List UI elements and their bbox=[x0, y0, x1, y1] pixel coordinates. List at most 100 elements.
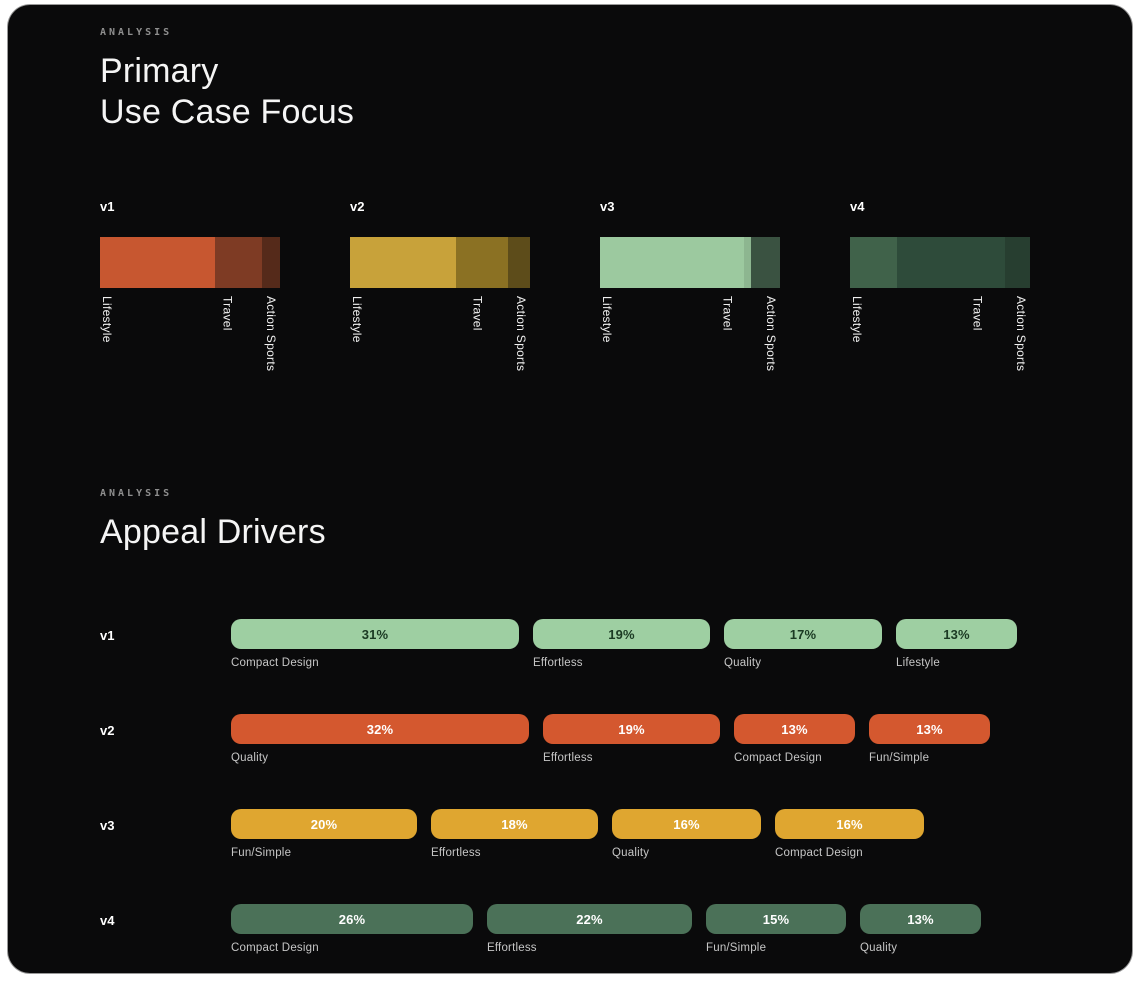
appeal-pills: 26% Compact Design 22% Effortless 15% Fun/Sim… bbox=[231, 904, 981, 954]
bar-segment-travel bbox=[215, 237, 262, 288]
appeal-item-fun-simple: 13% Fun/Simple bbox=[869, 714, 990, 764]
appeal-pill-label: Effortless bbox=[487, 942, 537, 954]
axis-label-travel: Travel bbox=[220, 296, 235, 331]
appeal-row-label: v1 bbox=[100, 628, 115, 643]
use-case-chart-v3: v3 Lifestyle Travel Action Sports bbox=[600, 199, 850, 398]
appeal-item-compact-design: 13% Compact Design bbox=[734, 714, 855, 764]
axis-label-action-sports: Action Sports bbox=[763, 296, 778, 372]
bar-segment-lifestyle bbox=[600, 237, 744, 288]
appeal-pill-label: Compact Design bbox=[231, 942, 319, 954]
appeal-row-v2: v2 32% Quality 19% Effortless 13% Compact Desi… bbox=[100, 714, 1132, 764]
stacked-bar-v3 bbox=[600, 237, 780, 288]
appeal-row-label: v2 bbox=[100, 723, 115, 738]
appeal-item-effortless: 18% Effortless bbox=[431, 809, 598, 859]
appeal-row-v1: v1 31% Compact Design 19% Effortless 17% Quali… bbox=[100, 619, 1132, 669]
axis-label-travel: Travel bbox=[970, 296, 985, 331]
axis-label-action-sports: Action Sports bbox=[263, 296, 278, 372]
appeal-row-v3: v3 20% Fun/Simple 18% Effortless 16% Quality 16… bbox=[100, 809, 1132, 859]
chart-version-label: v3 bbox=[600, 199, 615, 214]
appeal-item-fun-simple: 20% Fun/Simple bbox=[231, 809, 417, 859]
bar-axis-labels: Lifestyle Travel Action Sports bbox=[600, 296, 780, 398]
appeal-pill: 15% bbox=[706, 904, 846, 934]
use-case-charts: v1 Lifestyle Travel Action Sports v2 Lifestyl… bbox=[100, 199, 1132, 398]
bar-segment-lifestyle bbox=[100, 237, 216, 288]
appeal-pill-label: Fun/Simple bbox=[706, 942, 767, 954]
axis-label-action-sports: Action Sports bbox=[513, 296, 528, 372]
appeal-pill-label: Fun/Simple bbox=[231, 847, 292, 859]
use-case-chart-v4: v4 Lifestyle Travel Action Sports bbox=[850, 199, 1100, 398]
axis-label-lifestyle: Lifestyle bbox=[350, 296, 364, 343]
appeal-pill-label: Effortless bbox=[533, 657, 583, 669]
appeal-pill-label: Quality bbox=[724, 657, 762, 669]
appeal-row-label: v4 bbox=[100, 913, 115, 928]
appeal-item-quality: 32% Quality bbox=[231, 714, 529, 764]
appeal-pill: 20% bbox=[231, 809, 417, 839]
chart-version-label: v1 bbox=[100, 199, 115, 214]
axis-label-lifestyle: Lifestyle bbox=[600, 296, 614, 343]
appeal-item-lifestyle: 13% Lifestyle bbox=[896, 619, 1017, 669]
appeal-eyebrow: ANALYSIS bbox=[100, 488, 173, 499]
appeal-pill: 22% bbox=[487, 904, 692, 934]
appeal-pill: 16% bbox=[775, 809, 924, 839]
bar-segment-action-sports bbox=[1004, 237, 1030, 288]
appeal-pill-label: Effortless bbox=[431, 847, 481, 859]
appeal-pill: 18% bbox=[431, 809, 598, 839]
report-canvas: ANALYSIS Primary Use Case Focus v1 Lifest… bbox=[8, 5, 1132, 973]
bar-axis-labels: Lifestyle Travel Action Sports bbox=[850, 296, 1030, 398]
appeal-item-effortless: 19% Effortless bbox=[543, 714, 720, 764]
appeal-pill: 13% bbox=[896, 619, 1017, 649]
appeal-pill-label: Quality bbox=[231, 752, 269, 764]
use-case-title-line1: Primary bbox=[100, 52, 219, 90]
appeal-pill: 13% bbox=[860, 904, 981, 934]
appeal-pill-label: Compact Design bbox=[734, 752, 822, 764]
appeal-pill: 13% bbox=[869, 714, 990, 744]
appeal-pill-label: Quality bbox=[612, 847, 650, 859]
bar-axis-labels: Lifestyle Travel Action Sports bbox=[350, 296, 530, 398]
use-case-title-line2: Use Case Focus bbox=[100, 93, 355, 131]
use-case-chart-v1: v1 Lifestyle Travel Action Sports bbox=[100, 199, 350, 398]
use-case-title: Primary Use Case Focus bbox=[100, 51, 1132, 133]
appeal-pill: 31% bbox=[231, 619, 519, 649]
axis-label-travel: Travel bbox=[720, 296, 735, 331]
bar-axis-labels: Lifestyle Travel Action Sports bbox=[100, 296, 280, 398]
appeal-pill: 26% bbox=[231, 904, 473, 934]
appeal-pill: 17% bbox=[724, 619, 882, 649]
appeal-pill: 32% bbox=[231, 714, 529, 744]
stacked-bar-v1 bbox=[100, 237, 280, 288]
appeal-pills: 32% Quality 19% Effortless 13% Compact Design… bbox=[231, 714, 990, 764]
appeal-item-effortless: 22% Effortless bbox=[487, 904, 692, 954]
appeal-pill: 13% bbox=[734, 714, 855, 744]
stacked-bar-v4 bbox=[850, 237, 1030, 288]
axis-label-action-sports: Action Sports bbox=[1013, 296, 1028, 372]
bar-segment-action-sports bbox=[508, 237, 530, 288]
appeal-pills: 20% Fun/Simple 18% Effortless 16% Quality 16% C… bbox=[231, 809, 924, 859]
appeal-rows: v1 31% Compact Design 19% Effortless 17% Quali… bbox=[100, 619, 1132, 954]
appeal-row-v4: v4 26% Compact Design 22% Effortless 15% Fun/S… bbox=[100, 904, 1132, 954]
appeal-item-quality: 16% Quality bbox=[612, 809, 761, 859]
axis-label-lifestyle: Lifestyle bbox=[100, 296, 114, 343]
bar-segment-action-sports bbox=[751, 237, 780, 288]
appeal-item-compact-design: 26% Compact Design bbox=[231, 904, 473, 954]
bar-segment-travel bbox=[896, 237, 1005, 288]
appeal-pill: 19% bbox=[533, 619, 710, 649]
use-case-eyebrow: ANALYSIS bbox=[100, 27, 173, 38]
appeal-pill-label: Effortless bbox=[543, 752, 593, 764]
bar-segment-action-sports bbox=[261, 237, 280, 288]
appeal-pill-label: Fun/Simple bbox=[869, 752, 930, 764]
use-case-chart-v2: v2 Lifestyle Travel Action Sports bbox=[350, 199, 600, 398]
bar-segment-travel bbox=[456, 237, 509, 288]
appeal-item-compact-design: 31% Compact Design bbox=[231, 619, 519, 669]
appeal-title: Appeal Drivers bbox=[100, 513, 326, 551]
appeal-pill-label: Compact Design bbox=[231, 657, 319, 669]
appeal-pills: 31% Compact Design 19% Effortless 17% Quality… bbox=[231, 619, 1017, 669]
appeal-pill: 19% bbox=[543, 714, 720, 744]
appeal-item-quality: 13% Quality bbox=[860, 904, 981, 954]
appeal-pill-label: Lifestyle bbox=[896, 657, 940, 669]
bar-segment-travel bbox=[744, 237, 752, 288]
appeal-item-fun-simple: 15% Fun/Simple bbox=[706, 904, 846, 954]
chart-version-label: v4 bbox=[850, 199, 865, 214]
appeal-item-effortless: 19% Effortless bbox=[533, 619, 710, 669]
bar-segment-lifestyle bbox=[350, 237, 457, 288]
axis-label-lifestyle: Lifestyle bbox=[850, 296, 864, 343]
axis-label-travel: Travel bbox=[470, 296, 485, 331]
